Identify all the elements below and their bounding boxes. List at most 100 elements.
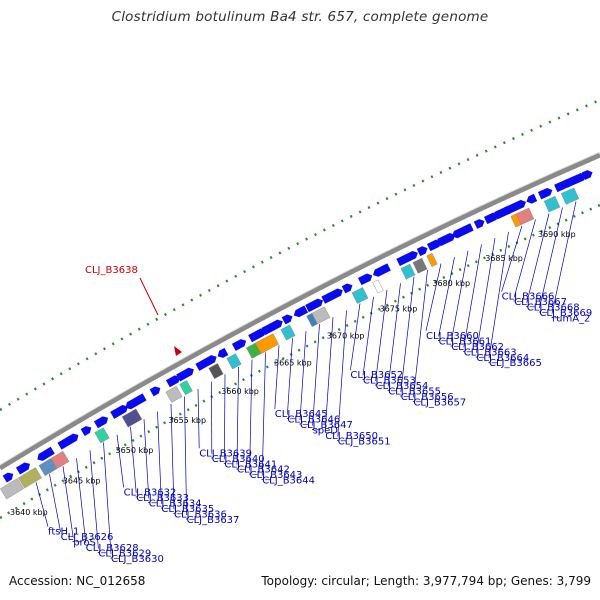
gene-arrow[interactable] — [231, 337, 248, 351]
gene-label[interactable]: CLJ_B3644 — [261, 352, 315, 487]
gene-arrow[interactable] — [483, 211, 500, 225]
gene-label[interactable]: CLJ_B3639 — [197, 388, 252, 459]
gene-block[interactable] — [208, 363, 224, 380]
gene-label-text[interactable]: CLJ_B3651 — [338, 437, 391, 448]
gene-label-text[interactable]: CLJ_B3637 — [187, 515, 240, 526]
gene-arrow[interactable] — [93, 414, 110, 429]
gene-arrow[interactable] — [305, 297, 325, 313]
gene-label-text[interactable]: CLJ_B3635 — [161, 504, 214, 515]
gene-label[interactable]: speD — [312, 324, 339, 437]
gene-arrow[interactable] — [15, 460, 32, 475]
gene-label[interactable]: CLJ_B3654 — [375, 289, 429, 392]
gene-label[interactable]: CLJ_B3634 — [143, 419, 202, 509]
gene-label-text[interactable]: CLJ_B3639 — [199, 448, 252, 459]
gene-arrow[interactable] — [110, 403, 130, 419]
gene-arrow[interactable] — [450, 223, 474, 240]
gene-arrow[interactable] — [123, 393, 147, 411]
gene-arrow[interactable] — [357, 272, 374, 286]
gene-block[interactable] — [18, 467, 42, 489]
gene-label[interactable]: CLJ_B3653 — [362, 296, 416, 387]
gene-block[interactable] — [50, 450, 70, 469]
gene-block[interactable] — [351, 287, 369, 304]
gene-arrow[interactable] — [80, 424, 94, 437]
gene-label[interactable]: CLJ_B3636 — [170, 403, 227, 520]
gene-label[interactable]: CLJ_B3650 — [324, 317, 378, 442]
gene-label[interactable]: CLJ_B3655 — [387, 283, 441, 397]
gene-label[interactable]: CLJ_B3657 — [413, 270, 466, 408]
gene-label-text[interactable]: CLJ_B3654 — [376, 381, 429, 392]
gene-block[interactable] — [372, 279, 384, 294]
gene-block[interactable] — [226, 353, 242, 370]
gene-label[interactable]: CLJ_B3640 — [211, 381, 265, 465]
gene-block[interactable] — [94, 427, 110, 444]
gene-label[interactable]: CLJ_B3633 — [130, 426, 190, 504]
gene-label-text[interactable]: CLJ_B3655 — [388, 386, 441, 397]
gene-label-text[interactable]: CLJ_B3665 — [489, 358, 542, 369]
gene-arrow[interactable] — [473, 217, 486, 229]
gene-label[interactable]: rumA_2 — [551, 201, 590, 325]
gene-arrow[interactable] — [248, 327, 268, 343]
gene-arrow[interactable] — [149, 384, 163, 397]
gene-label-text[interactable]: proS — [73, 538, 96, 549]
gene-arrow[interactable] — [371, 263, 391, 278]
gene-label-text[interactable]: CLJ_B3632 — [124, 487, 177, 498]
gene-arrow[interactable] — [261, 318, 284, 336]
gene-label-text[interactable]: CLJ_B3669 — [539, 308, 592, 319]
gene-label[interactable]: CLJ_B3641 — [224, 374, 277, 470]
gene-label-text[interactable]: CLJ_B3642 — [237, 465, 290, 476]
highlight-label[interactable]: CLJ_B3638 — [85, 265, 138, 276]
gene-label[interactable]: CLJ_B3630 — [103, 442, 164, 565]
gene-arrow[interactable] — [581, 169, 594, 180]
gene-label-text[interactable]: CLJ_B3663 — [464, 347, 517, 358]
gene-arrow[interactable] — [321, 287, 344, 304]
gene-label[interactable]: CLJ_B3664 — [476, 238, 529, 364]
gene-label-text[interactable]: CLJ_B3650 — [325, 431, 378, 442]
gene-label[interactable]: proS — [62, 466, 96, 549]
gene-arrow[interactable] — [341, 282, 355, 294]
gene-arrow[interactable] — [35, 446, 55, 463]
gene-arrow[interactable] — [525, 193, 538, 205]
gene-arrow[interactable] — [396, 249, 419, 267]
gene-label[interactable]: CLJ_B3656 — [400, 276, 454, 403]
gene-label-text[interactable]: CLJ_B3646 — [287, 415, 340, 426]
gene-label[interactable]: CLJ_B3637 — [184, 396, 240, 526]
gene-label[interactable]: CLJ_B3643 — [249, 359, 303, 482]
gene-label-text[interactable]: rumA_2 — [552, 314, 590, 325]
gene-block[interactable] — [255, 333, 279, 354]
gene-arrow[interactable] — [165, 373, 182, 388]
gene-label[interactable]: CLJ_B3628 — [76, 458, 139, 554]
gene-label[interactable]: ftsH_1 — [35, 482, 79, 538]
gene-label-text[interactable]: CLJ_B3636 — [174, 509, 227, 520]
gene-label-text[interactable]: CLJ_B3634 — [149, 498, 202, 509]
gene-label-text[interactable]: CLJ_B3656 — [401, 392, 454, 403]
gene-label-text[interactable]: CLJ_B3644 — [262, 476, 315, 487]
gene-label-text[interactable]: CLJ_B3641 — [224, 459, 277, 470]
gene-arrow[interactable] — [564, 171, 587, 188]
gene-label-text[interactable]: CLJ_B3626 — [61, 532, 114, 543]
gene-label-text[interactable]: CLJ_B3652 — [350, 370, 403, 381]
gene-block[interactable] — [426, 252, 438, 267]
gene-label[interactable]: CLJ_B3646 — [287, 338, 340, 426]
gene-label-text[interactable]: CLJ_B3630 — [111, 554, 164, 565]
gene-label[interactable]: CLJ_B3665 — [488, 231, 542, 369]
gene-block[interactable] — [412, 257, 428, 274]
gene-label-text[interactable]: ftsH_1 — [48, 527, 79, 538]
gene-label[interactable]: CLJ_B3663 — [463, 244, 517, 358]
gene-label[interactable]: CLJ_B3629 — [89, 450, 151, 560]
gene-arrow[interactable] — [416, 245, 429, 257]
gene-label-text[interactable]: CLJ_B3643 — [250, 470, 303, 481]
gene-label-text[interactable]: speD — [313, 426, 339, 437]
gene-block[interactable] — [560, 187, 580, 205]
gene-arrow[interactable] — [2, 471, 16, 483]
gene-arrow[interactable] — [292, 305, 309, 319]
gene-label[interactable]: CLJ_B3660 — [425, 263, 479, 342]
gene-arrow[interactable] — [195, 353, 218, 371]
gene-label-text[interactable]: CLJ_B3647 — [300, 420, 353, 431]
gene-block[interactable] — [280, 324, 296, 341]
gene-block[interactable] — [543, 195, 561, 213]
gene-label-text[interactable]: CLJ_B3629 — [98, 549, 151, 560]
gene-block[interactable] — [515, 207, 535, 225]
gene-label[interactable]: CLJ_B3645 — [274, 345, 328, 420]
gene-arrow[interactable] — [57, 432, 80, 450]
gene-block[interactable] — [179, 380, 193, 396]
